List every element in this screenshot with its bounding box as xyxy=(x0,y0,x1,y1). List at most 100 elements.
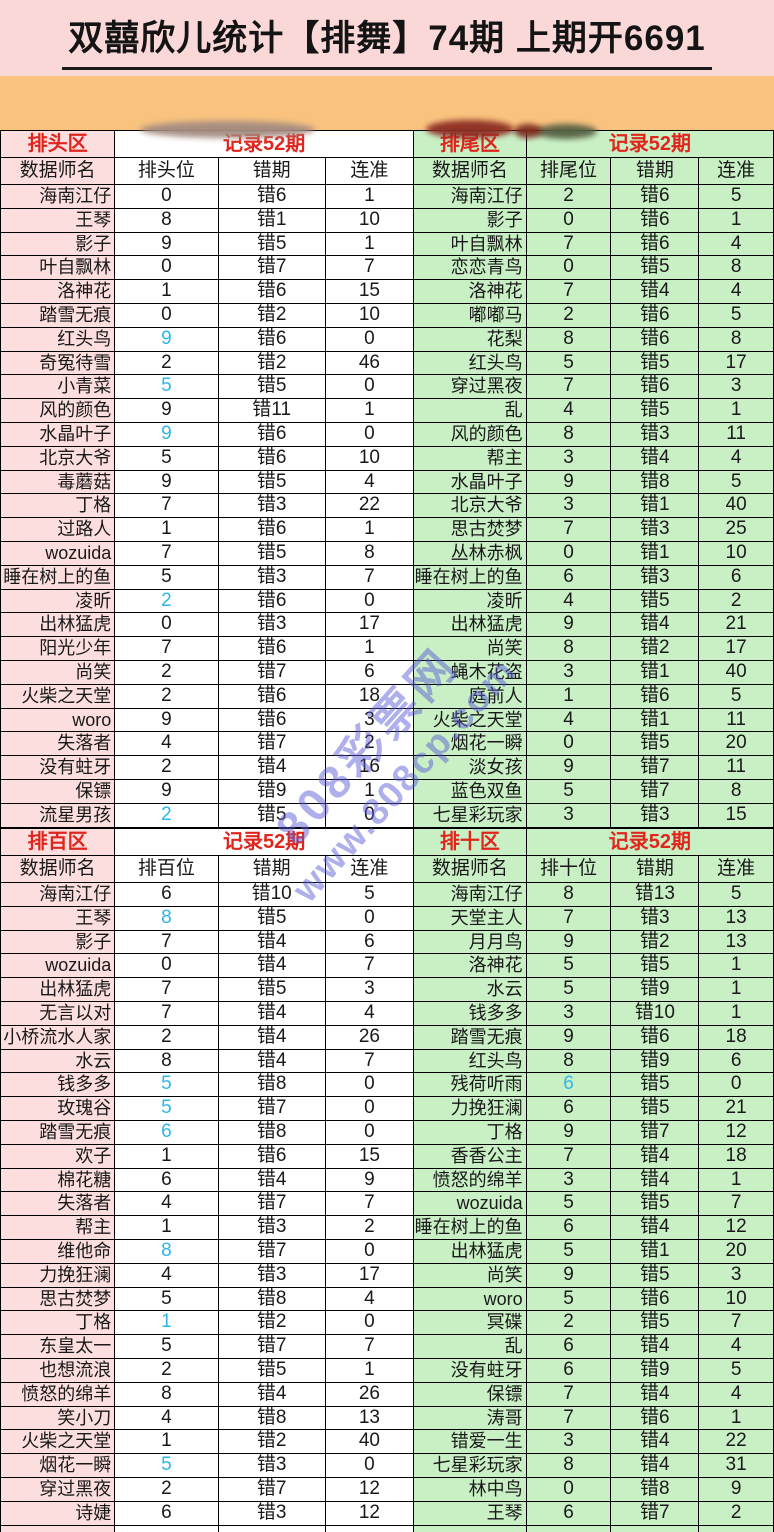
master-name-cell: 丁格 xyxy=(1,494,115,518)
value-cell: 5 xyxy=(115,1454,218,1477)
value-cell: 错3 xyxy=(218,565,325,589)
value-cell: 5 xyxy=(699,1358,773,1382)
value-cell: 8 xyxy=(115,1049,218,1073)
value-cell: 16 xyxy=(325,756,413,779)
master-name-cell: 睡在树上的鱼 xyxy=(414,565,526,589)
master-name-cell: 帮主 xyxy=(414,446,526,470)
value-cell: 0 xyxy=(325,422,413,446)
value-cell: 4 xyxy=(699,232,773,256)
value-cell: 8 xyxy=(699,779,773,803)
value-cell: 错8 xyxy=(611,1477,699,1501)
master-name-cell: 蓝色双鱼 xyxy=(414,779,526,803)
master-name-cell: 棉花糖 xyxy=(1,1168,115,1192)
value-cell: 错7 xyxy=(611,1501,699,1525)
value-cell: 错5 xyxy=(611,1097,699,1120)
value-cell: 7 xyxy=(526,1144,611,1168)
value-cell: 错4 xyxy=(218,954,325,978)
value-cell: 6 xyxy=(526,1335,611,1358)
value-cell: 1 xyxy=(325,1358,413,1382)
master-name-cell: 水晶叶子 xyxy=(1,422,115,446)
value-cell: 0 xyxy=(526,541,611,565)
master-name-cell: 诗婕 xyxy=(1,1501,115,1525)
value-cell: 9 xyxy=(699,1477,773,1501)
master-name-cell: 洛神花 xyxy=(414,280,526,303)
value-cell: 8 xyxy=(115,208,218,232)
value-cell: 0 xyxy=(526,208,611,232)
value-cell: 11 xyxy=(699,708,773,732)
value-cell: 6 xyxy=(325,660,413,684)
value-cell: 0 xyxy=(526,732,611,756)
master-name-cell: 花梨 xyxy=(414,327,526,351)
value-cell: 错5 xyxy=(611,732,699,756)
master-name-cell xyxy=(1,1525,115,1532)
value-cell: 错3 xyxy=(218,1454,325,1477)
value-cell: 7 xyxy=(699,1311,773,1335)
value-cell xyxy=(611,1525,699,1532)
value-cell: 17 xyxy=(699,351,773,375)
value-cell: 错6 xyxy=(611,232,699,256)
master-name-cell: 尚笑 xyxy=(414,637,526,660)
master-name-cell: 火柴之天堂 xyxy=(414,708,526,732)
value-cell: 6 xyxy=(526,1097,611,1120)
value-cell: 0 xyxy=(325,1120,413,1144)
value-cell: 错2 xyxy=(611,930,699,954)
value-cell: 错6 xyxy=(218,518,325,541)
master-name-cell: 北京大爷 xyxy=(414,494,526,518)
value-cell: 1 xyxy=(325,185,413,208)
value-cell: 错4 xyxy=(611,1168,699,1192)
value-cell: 错6 xyxy=(218,637,325,660)
value-cell: 0 xyxy=(325,327,413,351)
value-cell: 错11 xyxy=(218,399,325,422)
value-cell: 错7 xyxy=(218,1239,325,1263)
master-name-cell: 影子 xyxy=(414,208,526,232)
value-cell: 错6 xyxy=(218,327,325,351)
value-cell: 7 xyxy=(325,1335,413,1358)
value-cell xyxy=(526,1525,611,1532)
value-cell: 错5 xyxy=(218,978,325,1001)
master-name-cell: 阳光少年 xyxy=(1,637,115,660)
value-cell: 错6 xyxy=(218,280,325,303)
value-cell: 40 xyxy=(325,1430,413,1454)
master-name-cell: 风的颜色 xyxy=(1,399,115,422)
value-cell: 7 xyxy=(325,256,413,280)
master-name-cell: 无言以对 xyxy=(1,1001,115,1025)
value-cell: 5 xyxy=(526,978,611,1001)
value-cell: 错4 xyxy=(611,280,699,303)
master-name-cell: 失落者 xyxy=(1,1192,115,1216)
value-cell: 12 xyxy=(325,1501,413,1525)
value-cell: 错3 xyxy=(218,1216,325,1239)
master-name-cell: 蝇木花盗 xyxy=(414,660,526,684)
value-cell: 7 xyxy=(325,1049,413,1073)
value-cell: 错7 xyxy=(218,1192,325,1216)
value-cell: 9 xyxy=(526,1025,611,1049)
value-cell: 31 xyxy=(699,1454,773,1477)
master-name-cell: 王琴 xyxy=(1,208,115,232)
master-name-cell: 凌昕 xyxy=(1,589,115,613)
value-cell: 6 xyxy=(526,1073,611,1097)
value-cell: 错5 xyxy=(218,541,325,565)
value-cell: 10 xyxy=(325,208,413,232)
value-cell: 4 xyxy=(325,1001,413,1025)
value-cell: 5 xyxy=(699,883,773,906)
value-cell: 0 xyxy=(325,906,413,930)
value-cell: 7 xyxy=(526,232,611,256)
master-name-cell: 思古焚梦 xyxy=(1,1287,115,1311)
master-name-cell: 海南江仔 xyxy=(1,883,115,906)
value-cell: 5 xyxy=(526,779,611,803)
value-cell: 5 xyxy=(526,1239,611,1263)
master-name-cell: 也想流浪 xyxy=(1,1358,115,1382)
value-cell: 0 xyxy=(699,1073,773,1097)
value-cell: 错7 xyxy=(218,1335,325,1358)
value-cell: 1 xyxy=(115,1311,218,1335)
value-cell: 5 xyxy=(526,1287,611,1311)
value-cell: 1 xyxy=(699,208,773,232)
master-name-cell: 出林猛虎 xyxy=(414,1239,526,1263)
value-cell: 错7 xyxy=(218,256,325,280)
value-cell: 9 xyxy=(115,327,218,351)
master-name-cell: 睡在树上的鱼 xyxy=(414,1216,526,1239)
value-cell: 错4 xyxy=(611,1335,699,1358)
master-name-cell: 丁格 xyxy=(1,1311,115,1335)
master-name-cell xyxy=(414,1525,526,1532)
value-cell: 错5 xyxy=(611,1192,699,1216)
value-cell: 1 xyxy=(325,518,413,541)
